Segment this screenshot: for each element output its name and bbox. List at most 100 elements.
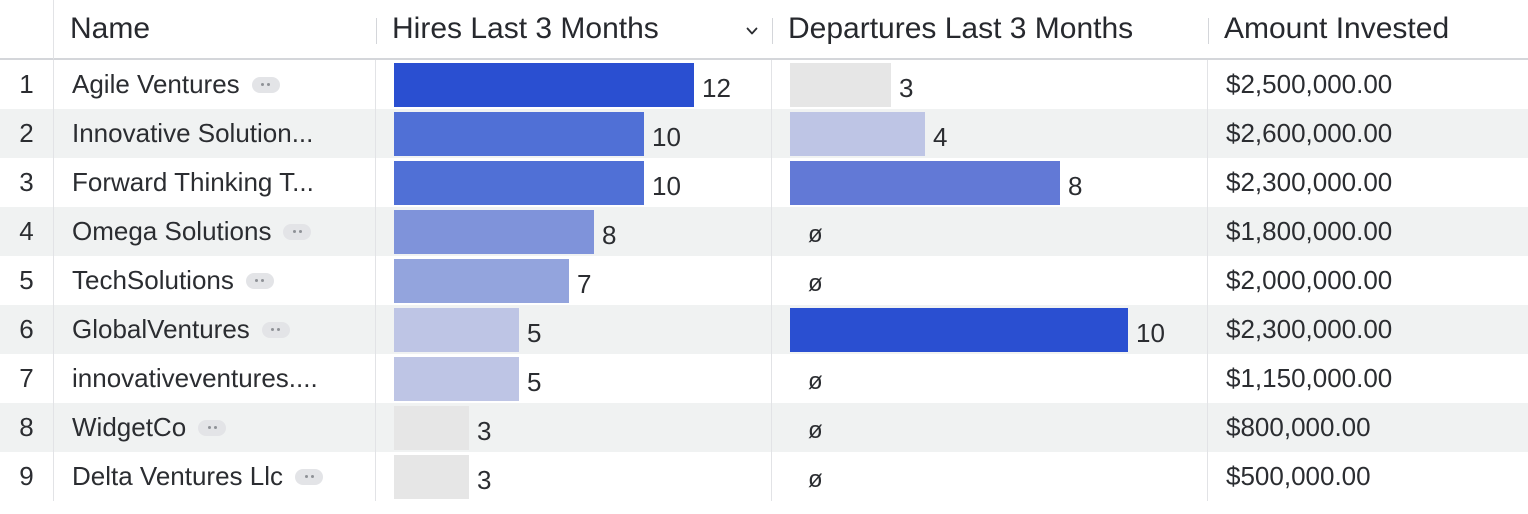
row-number: 1 [0,60,54,109]
data-bar-value: 4 [933,122,948,152]
table-cell-amount[interactable]: $1,800,000.00 [1208,207,1528,256]
data-bar [790,112,925,156]
table-cell-name[interactable]: GlobalVentures [54,305,376,354]
column-header-amount[interactable]: Amount Invested [1208,0,1528,60]
row-number: 5 [0,256,54,305]
null-value: ø [808,221,823,248]
table-cell-amount[interactable]: $1,150,000.00 [1208,354,1528,403]
data-bar [394,357,519,401]
table-cell-bar[interactable]: 3 [376,452,772,501]
data-bar-value: 10 [1136,318,1165,348]
data-bar [394,210,594,254]
table-cell-bar[interactable]: 3 [772,60,1208,109]
table-cell-bar[interactable]: ø [772,452,1208,501]
data-bar [394,455,469,499]
table-cell-bar[interactable]: 5 [376,354,772,403]
table-cell-bar[interactable]: 7 [376,256,772,305]
table-cell-name[interactable]: TechSolutions [54,256,376,305]
column-header-name[interactable]: Name [54,0,376,60]
table-cell-bar[interactable]: 8 [376,207,772,256]
table-cell-bar[interactable]: 10 [376,109,772,158]
column-separator [376,18,377,44]
company-name: TechSolutions [72,265,234,295]
more-options-icon[interactable] [251,76,280,93]
row-number: 6 [0,305,54,354]
text-fade [351,109,375,158]
text-fade [351,354,375,403]
null-value: ø [808,368,823,395]
data-bar-value: 5 [527,367,542,397]
row-number: 2 [0,109,54,158]
table-cell-amount[interactable]: $800,000.00 [1208,403,1528,452]
row-number: 8 [0,403,54,452]
more-options-icon[interactable] [245,272,274,289]
amount-invested: $2,000,000.00 [1226,265,1393,295]
table-cell-bar[interactable]: 8 [772,158,1208,207]
table-cell-amount[interactable]: $500,000.00 [1208,452,1528,501]
null-value: ø [808,466,823,493]
data-bar [394,308,519,352]
data-bar-value: 7 [577,269,592,299]
row-number-header [0,0,54,60]
more-options-icon[interactable] [295,468,324,485]
more-options-icon[interactable] [261,321,290,338]
data-bar-value: 8 [602,220,617,250]
column-header-departures-label: Departures Last 3 Months [788,12,1134,45]
data-bar-value: 3 [477,465,492,495]
table-cell-bar[interactable]: 10 [376,158,772,207]
table-cell-bar[interactable]: 10 [772,305,1208,354]
company-name: WidgetCo [72,412,187,442]
row-number: 3 [0,158,54,207]
table-cell-name[interactable]: Delta Ventures Llc [54,452,376,501]
data-bar-value: 3 [477,416,492,446]
column-header-hires[interactable]: Hires Last 3 Months [376,0,772,60]
column-header-hires-label: Hires Last 3 Months [392,12,659,45]
data-bar [394,406,469,450]
more-options-icon[interactable] [283,223,312,240]
amount-invested: $800,000.00 [1226,412,1371,442]
table-cell-bar[interactable]: ø [772,207,1208,256]
null-value: ø [808,417,823,444]
table-cell-name[interactable]: innovativeventures.... [54,354,376,403]
row-number: 7 [0,354,54,403]
amount-invested: $500,000.00 [1226,461,1371,491]
table-cell-amount[interactable]: $2,500,000.00 [1208,60,1528,109]
table-cell-name[interactable]: Agile Ventures [54,60,376,109]
table-cell-bar[interactable]: 4 [772,109,1208,158]
column-header-departures[interactable]: Departures Last 3 Months [772,0,1208,60]
company-name: GlobalVentures [72,314,250,344]
company-name: Forward Thinking T... [72,167,314,197]
table-cell-bar[interactable]: ø [772,403,1208,452]
amount-invested: $1,800,000.00 [1226,216,1393,246]
table-cell-name[interactable]: Innovative Solution... [54,109,376,158]
company-name: Delta Ventures Llc [72,461,284,491]
company-name: Innovative Solution... [72,118,314,148]
null-value: ø [808,270,823,297]
row-number: 4 [0,207,54,256]
table-cell-name[interactable]: Omega Solutions [54,207,376,256]
data-bar [394,161,644,205]
table-cell-bar[interactable]: 12 [376,60,772,109]
data-bar-value: 10 [652,122,681,152]
data-table: Name Hires Last 3 Months Departures Last… [0,0,1528,501]
amount-invested: $1,150,000.00 [1226,363,1393,393]
table-cell-bar[interactable]: ø [772,256,1208,305]
data-bar-value: 8 [1068,171,1083,201]
table-cell-amount[interactable]: $2,300,000.00 [1208,158,1528,207]
company-name: Omega Solutions [72,216,272,246]
table-cell-bar[interactable]: 3 [376,403,772,452]
data-bar-value: 5 [527,318,542,348]
table-cell-name[interactable]: Forward Thinking T... [54,158,376,207]
data-bar [790,63,891,107]
table-cell-name[interactable]: WidgetCo [54,403,376,452]
table-cell-amount[interactable]: $2,600,000.00 [1208,109,1528,158]
more-options-icon[interactable] [198,419,227,436]
company-name: Agile Ventures [72,69,240,99]
text-fade [351,158,375,207]
column-header-amount-label: Amount Invested [1224,12,1450,45]
sort-chevron-down-icon[interactable] [746,25,758,37]
table-cell-bar[interactable]: 5 [376,305,772,354]
table-cell-amount[interactable]: $2,000,000.00 [1208,256,1528,305]
table-cell-bar[interactable]: ø [772,354,1208,403]
table-cell-amount[interactable]: $2,300,000.00 [1208,305,1528,354]
